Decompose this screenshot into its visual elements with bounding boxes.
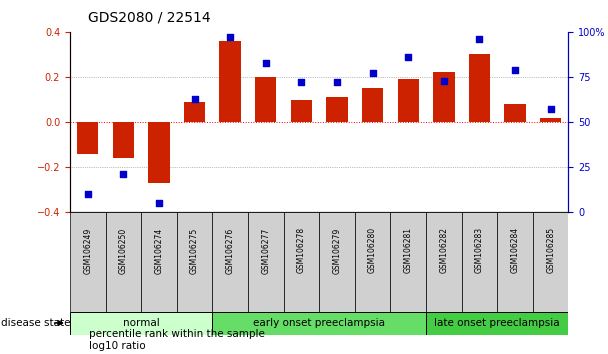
- Point: [190, 96, 199, 102]
- Point: [261, 60, 271, 65]
- Text: GSM106277: GSM106277: [261, 227, 271, 274]
- Bar: [469, 55, 490, 122]
- Text: GSM106283: GSM106283: [475, 227, 484, 273]
- Bar: [533, 212, 568, 312]
- Bar: [433, 73, 455, 122]
- Text: log10 ratio: log10 ratio: [89, 341, 146, 350]
- Bar: [326, 97, 348, 122]
- Bar: [106, 212, 141, 312]
- Bar: [461, 212, 497, 312]
- Text: disease state: disease state: [1, 318, 70, 328]
- Bar: [291, 99, 312, 122]
- Bar: [398, 79, 419, 122]
- Bar: [248, 212, 283, 312]
- Point: [475, 36, 485, 42]
- Bar: [70, 312, 212, 335]
- Text: GSM106250: GSM106250: [119, 227, 128, 274]
- Text: GSM106249: GSM106249: [83, 227, 92, 274]
- Text: GDS2080 / 22514: GDS2080 / 22514: [88, 11, 211, 25]
- Text: GSM106279: GSM106279: [333, 227, 342, 274]
- Bar: [70, 212, 106, 312]
- Bar: [112, 122, 134, 158]
- Point: [83, 192, 92, 197]
- Text: GSM106282: GSM106282: [440, 227, 448, 273]
- Point: [403, 54, 413, 60]
- Text: GSM106280: GSM106280: [368, 227, 377, 273]
- Bar: [148, 122, 170, 183]
- Bar: [355, 212, 390, 312]
- Bar: [212, 312, 426, 335]
- Bar: [141, 212, 177, 312]
- Bar: [219, 41, 241, 122]
- Text: GSM106284: GSM106284: [511, 227, 520, 273]
- Point: [297, 80, 306, 85]
- Text: GSM106276: GSM106276: [226, 227, 235, 274]
- Text: GSM106281: GSM106281: [404, 227, 413, 273]
- Point: [546, 107, 556, 112]
- Bar: [390, 212, 426, 312]
- Point: [510, 67, 520, 73]
- Text: GSM106285: GSM106285: [546, 227, 555, 273]
- Bar: [426, 212, 461, 312]
- Text: early onset preeclampsia: early onset preeclampsia: [253, 318, 385, 328]
- Text: normal: normal: [123, 318, 159, 328]
- Text: GSM106274: GSM106274: [154, 227, 164, 274]
- Point: [154, 200, 164, 206]
- Bar: [497, 212, 533, 312]
- Point: [119, 172, 128, 177]
- Bar: [283, 212, 319, 312]
- Bar: [426, 312, 568, 335]
- Text: late onset preeclampsia: late onset preeclampsia: [435, 318, 560, 328]
- Point: [368, 70, 378, 76]
- Bar: [319, 212, 355, 312]
- Bar: [505, 104, 526, 122]
- Text: GSM106278: GSM106278: [297, 227, 306, 273]
- Bar: [177, 212, 212, 312]
- Point: [439, 78, 449, 84]
- Bar: [184, 102, 206, 122]
- Bar: [540, 118, 561, 122]
- Bar: [77, 122, 98, 154]
- Bar: [362, 88, 383, 122]
- Point: [226, 34, 235, 40]
- Text: GSM106275: GSM106275: [190, 227, 199, 274]
- Bar: [255, 77, 277, 122]
- Bar: [212, 212, 248, 312]
- Point: [332, 80, 342, 85]
- Text: percentile rank within the sample: percentile rank within the sample: [89, 329, 265, 339]
